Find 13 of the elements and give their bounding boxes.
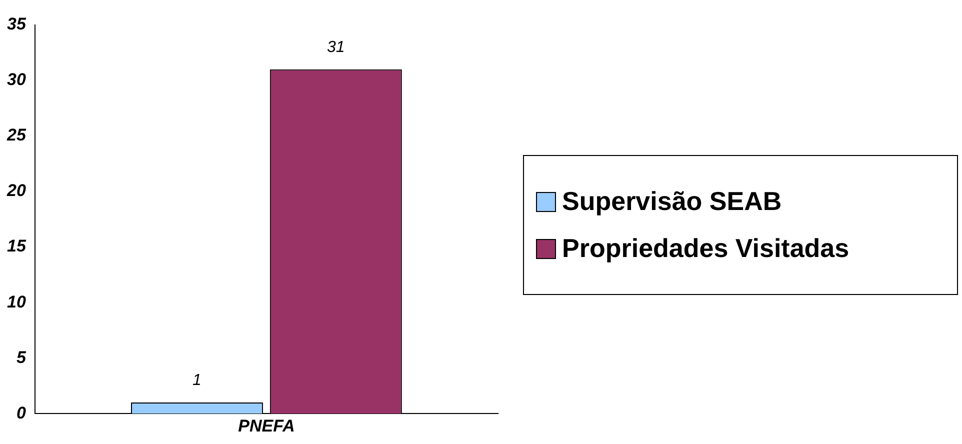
y-tick-label: 35 [6,14,26,34]
data-label: 31 [327,38,345,56]
x-tick-label: PNEFA [238,416,295,436]
legend-label: Supervisão SEAB [562,186,782,217]
y-tick-label: 5 [16,348,26,367]
y-tick-label: 30 [6,70,26,90]
data-label: 1 [192,372,202,389]
y-tick-label: 20 [6,181,26,200]
legend-label: Propriedades Visitadas [562,233,850,264]
y-tick-label: 25 [6,126,26,145]
y-tick-label: 10 [6,292,26,312]
y-tick-label: 0 [16,403,26,422]
y-tick-label: 15 [6,236,26,256]
